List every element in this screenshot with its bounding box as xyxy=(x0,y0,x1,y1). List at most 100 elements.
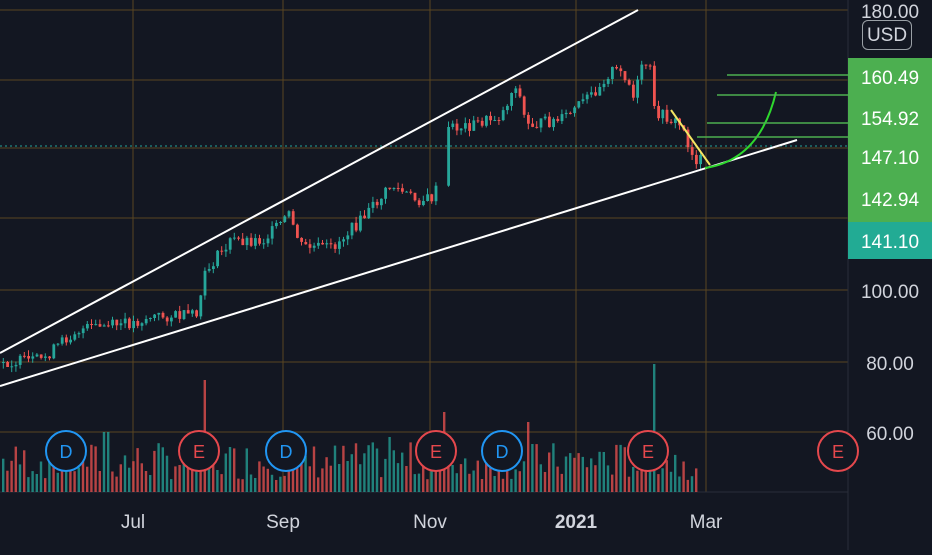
y-axis-tick-label: 100.00 xyxy=(861,282,919,303)
volume-bar xyxy=(447,445,450,492)
candle-body xyxy=(489,115,492,121)
dividend-marker xyxy=(481,430,523,472)
candle-body xyxy=(279,222,282,223)
volume-bar xyxy=(489,459,492,492)
volume-bar xyxy=(552,443,555,492)
candle-body xyxy=(690,147,694,155)
volume-bar xyxy=(23,450,26,492)
candle-body xyxy=(623,71,627,81)
volume-bar xyxy=(300,444,303,492)
volume-bar xyxy=(636,470,639,492)
candle-body xyxy=(426,194,429,201)
candle-body xyxy=(619,68,623,72)
volume-bar xyxy=(283,475,286,492)
volume-bar xyxy=(98,471,101,492)
price-label: 154.92 xyxy=(861,109,919,130)
candle-body xyxy=(590,92,593,95)
volume-bar xyxy=(296,451,299,492)
volume-bar xyxy=(678,476,681,492)
candle-body xyxy=(695,154,698,165)
candle-body xyxy=(560,114,564,122)
volume-bar xyxy=(333,445,337,492)
volume-bar xyxy=(648,456,652,492)
volume-bar xyxy=(304,455,307,492)
volume-bar xyxy=(434,465,437,492)
candle-body xyxy=(535,126,539,128)
volume-bar xyxy=(590,458,593,492)
falling-wedge-line xyxy=(670,109,711,166)
candle-body xyxy=(413,192,417,201)
candle-body xyxy=(417,200,421,205)
volume-bar xyxy=(52,463,55,492)
volume-bar xyxy=(468,473,471,492)
candle-body xyxy=(220,250,224,252)
volume-bar xyxy=(480,479,484,492)
candle-body xyxy=(581,99,585,102)
candle-body xyxy=(522,96,526,115)
volume-bar xyxy=(598,451,601,492)
volume-bar xyxy=(422,459,425,492)
volume-bar xyxy=(308,466,311,492)
volume-bar xyxy=(518,471,521,492)
volume-bar xyxy=(606,465,610,492)
volume-bar xyxy=(287,464,290,492)
candle-body xyxy=(312,245,316,248)
candle-body xyxy=(548,116,551,128)
volume-bar xyxy=(531,444,534,492)
volume-bar xyxy=(354,443,358,492)
earnings-marker xyxy=(415,430,457,472)
candle-body xyxy=(90,324,93,325)
volume-bar xyxy=(128,467,131,492)
volume-bar xyxy=(384,458,387,492)
volume-bar xyxy=(367,445,370,492)
earnings-marker xyxy=(817,430,859,472)
volume-bar xyxy=(65,469,68,492)
volume-bar xyxy=(619,444,622,492)
volume-bar xyxy=(31,471,34,492)
candle-body xyxy=(506,105,509,111)
candle-body xyxy=(527,114,530,124)
candle-body xyxy=(81,328,85,334)
volume-bar xyxy=(182,452,185,492)
volume-bar xyxy=(14,446,17,492)
volume-bar xyxy=(254,478,257,492)
candle-body xyxy=(493,120,497,121)
volume-bar xyxy=(132,461,135,492)
volume-bar xyxy=(346,461,349,492)
volume-bar xyxy=(249,474,253,492)
volume-bar xyxy=(216,470,219,492)
volume-bar xyxy=(594,465,597,492)
candle-body xyxy=(149,318,152,319)
candle-body xyxy=(161,312,165,318)
volume-bar xyxy=(602,452,605,492)
volume-bar xyxy=(564,456,568,492)
price-label: 142.94 xyxy=(861,190,920,211)
candle-body xyxy=(648,65,652,67)
candle-body xyxy=(27,356,30,359)
price-label: 160.49 xyxy=(861,68,919,89)
volume-bar xyxy=(161,447,164,492)
candle-body xyxy=(283,216,287,222)
x-axis-tick-label: Nov xyxy=(413,512,447,533)
x-axis-tick-label: 2021 xyxy=(555,512,598,533)
candle-body xyxy=(207,269,211,271)
volume-bar xyxy=(661,468,664,492)
candle-body xyxy=(6,362,9,367)
volume-bar xyxy=(153,450,156,492)
candle-body xyxy=(291,211,295,225)
volume-bar xyxy=(317,477,320,492)
volume-bar xyxy=(522,461,526,492)
lower-trendline xyxy=(0,139,798,387)
candle-body xyxy=(157,312,161,315)
volume-bar xyxy=(497,471,500,492)
volume-bar xyxy=(149,475,152,492)
volume-bar xyxy=(548,452,551,492)
earnings-marker xyxy=(178,430,220,472)
currency-button[interactable]: USD xyxy=(862,20,912,50)
volume-bar xyxy=(233,448,236,492)
volume-bar xyxy=(275,480,278,492)
candle-body xyxy=(228,238,232,250)
dividend-marker-label: D xyxy=(496,442,509,462)
